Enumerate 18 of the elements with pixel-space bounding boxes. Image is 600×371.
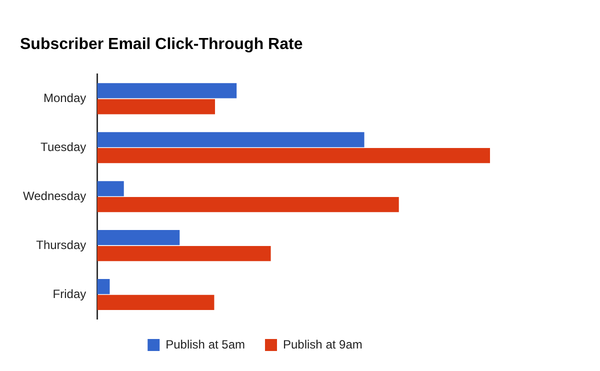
- bar: [97, 246, 271, 262]
- bar: [97, 294, 214, 310]
- y-tick-label: Thursday: [36, 238, 86, 252]
- chart-title: Subscriber Email Click-Through Rate: [20, 36, 303, 54]
- bar: [97, 83, 237, 98]
- legend-label: Publish at 9am: [283, 337, 362, 352]
- bar: [97, 181, 124, 196]
- bar: [97, 132, 364, 148]
- legend-label: Publish at 5am: [166, 337, 246, 352]
- y-tick-label: Tuesday: [40, 140, 86, 154]
- bar: [97, 279, 110, 294]
- bar: [97, 99, 216, 114]
- y-tick-label: Friday: [52, 286, 86, 301]
- y-tick-label: Wednesday: [22, 188, 86, 203]
- bar: [97, 197, 399, 212]
- y-tick-label: Monday: [43, 90, 86, 105]
- bar: [97, 148, 490, 164]
- bar: [97, 230, 180, 246]
